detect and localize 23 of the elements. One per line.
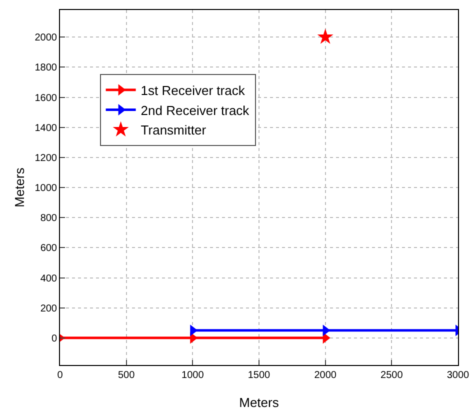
y-tick-label: 400 <box>40 273 58 284</box>
y-tick-label: 2000 <box>34 32 58 44</box>
x-tick-label: 500 <box>118 370 136 381</box>
x-tick-label: 1000 <box>182 370 204 381</box>
y-tick-label: 0 <box>51 333 58 344</box>
legend-label: Transmitter <box>140 122 207 138</box>
y-tick-label: 1000 <box>34 183 58 194</box>
y-tick-label: 1200 <box>34 152 58 164</box>
x-tick-label: 2000 <box>314 370 337 381</box>
y-tick-label: 1800 <box>34 62 58 74</box>
y-tick-label: 200 <box>40 303 58 314</box>
legend-label: 2nd Receiver track <box>140 102 250 118</box>
point <box>317 28 334 44</box>
y-tick-label: 1600 <box>34 92 58 104</box>
x-tick-label: 1500 <box>248 370 271 381</box>
x-tick-label: 3000 <box>446 370 470 381</box>
legend-label: 1st Receiver track <box>140 82 246 98</box>
y-tick-label: 600 <box>40 243 58 254</box>
x-tick-label: 2500 <box>380 370 404 381</box>
y-tick-label: 1400 <box>34 122 58 134</box>
y-axis-title: Meters <box>12 167 27 208</box>
y-tick-label: 800 <box>40 213 58 224</box>
x-axis-title: Meters <box>239 395 280 410</box>
